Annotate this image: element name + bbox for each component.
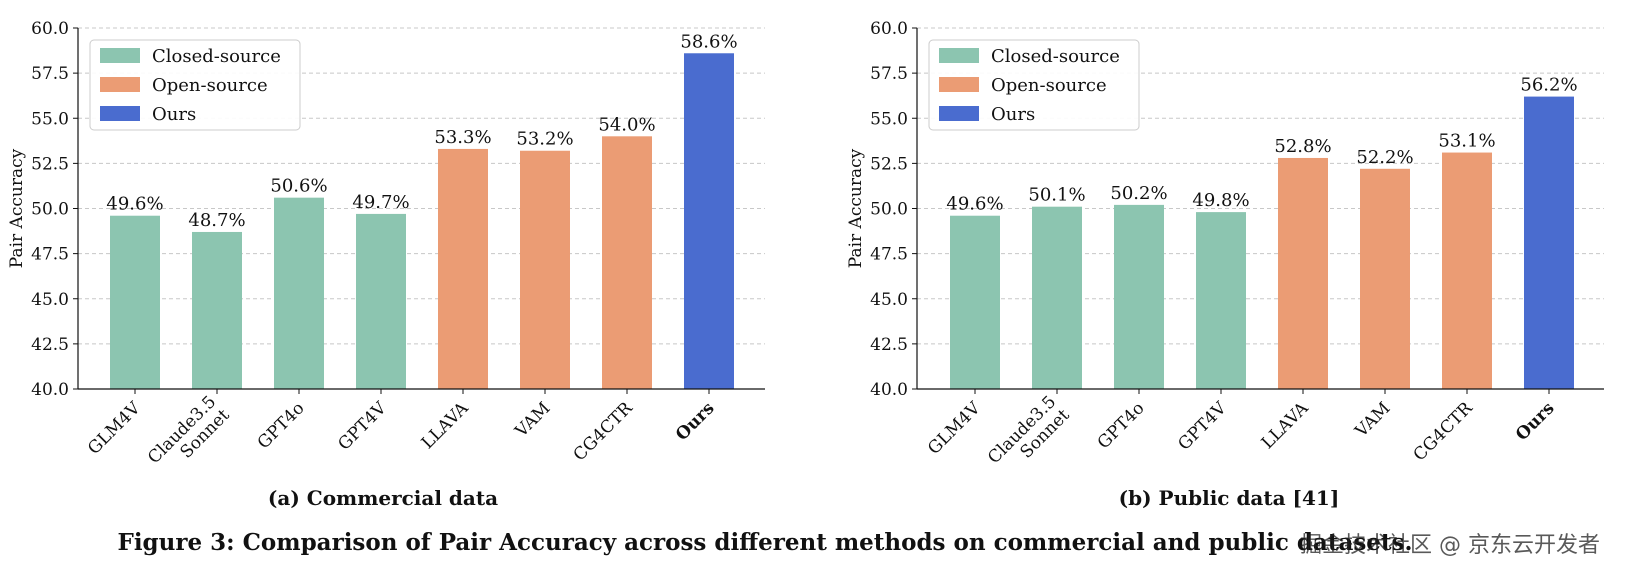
legend-swatch [100, 48, 140, 63]
x-tick-label: GPT4V [1174, 398, 1231, 455]
data-label: 52.2% [1356, 147, 1413, 168]
bar-glm4v [950, 215, 1000, 389]
y-axis-label: Pair Accuracy [7, 148, 27, 268]
bar-ours [1524, 96, 1574, 389]
data-label: 49.6% [946, 194, 1003, 215]
subfigure-title: (a) Commercial data [268, 486, 498, 510]
x-tick-label: GPT4o [254, 398, 309, 453]
x-tick-label: GPT4V [334, 398, 391, 455]
y-tick-label: 40.0 [31, 380, 69, 400]
data-label: 50.1% [1028, 185, 1085, 206]
y-tick-label: 57.5 [870, 64, 908, 84]
legend-label: Ours [152, 104, 196, 125]
y-tick-label: 52.5 [870, 154, 908, 174]
y-tick-label: 55.0 [870, 109, 908, 129]
y-tick-label: 47.5 [870, 245, 908, 265]
bar-glm4v [110, 215, 160, 389]
data-label: 52.8% [1274, 136, 1331, 157]
data-label: 49.8% [1192, 190, 1249, 211]
y-tick-label: 45.0 [870, 290, 908, 310]
y-tick-label: 40.0 [870, 380, 908, 400]
legend-label: Open-source [991, 75, 1107, 96]
legend-swatch [939, 77, 979, 92]
chart-commercial-data: 40.0 42.5 45.0 47.5 50.0 52.5 55.0 57.5 60.0 49.6… [7, 19, 765, 510]
data-label: 50.2% [1110, 183, 1167, 204]
bar-claude3-5-sonnet [192, 231, 242, 389]
bar-vam [520, 150, 570, 389]
bar-vam [1360, 168, 1410, 389]
y-tick-label: 57.5 [31, 64, 69, 84]
y-tick-label: 47.5 [31, 245, 69, 265]
bar-gpt4v [356, 213, 406, 389]
x-tick-label: CG4CTR [1410, 398, 1478, 466]
x-tick-label: GPT4o [1094, 398, 1149, 453]
legend-swatch [939, 106, 979, 121]
x-tick-label: Ours [672, 398, 718, 444]
bar-ours [684, 53, 734, 390]
data-label: 53.3% [434, 127, 491, 148]
y-axis-label: Pair Accuracy [846, 148, 866, 268]
x-tick-label: Claude3.5Sonnet [984, 392, 1074, 482]
data-label: 48.7% [188, 210, 245, 231]
y-tick-label: 50.0 [870, 200, 908, 220]
legend-label: Open-source [152, 75, 268, 96]
bar-gpt4o [274, 197, 324, 389]
x-tick-label: GLM4V [84, 398, 145, 459]
bar-cg4ctr [602, 136, 652, 389]
x-tick-label: Claude3.5Sonnet [144, 392, 234, 482]
data-label: 50.6% [270, 176, 327, 197]
bar-llava [1278, 157, 1328, 389]
y-tick-label: 55.0 [31, 109, 69, 129]
x-tick-label: GLM4V [924, 398, 985, 459]
x-tick-label: VAM [1351, 398, 1395, 442]
y-tick-label: 52.5 [31, 154, 69, 174]
x-tick-label: Ours [1512, 398, 1558, 444]
bar-gpt4o [1114, 204, 1164, 389]
legend-label: Closed-source [152, 46, 281, 67]
legend: Closed-source Open-source Ours [89, 39, 301, 131]
y-tick-label: 42.5 [870, 335, 908, 355]
bar-cg4ctr [1442, 152, 1492, 389]
data-label: 53.1% [1438, 131, 1495, 152]
legend-box [89, 39, 301, 131]
data-label: 56.2% [1520, 75, 1577, 96]
legend-box [928, 39, 1140, 131]
x-tick-label: LLAVA [418, 398, 473, 453]
legend-label: Closed-source [991, 46, 1120, 67]
chart-public-data: 40.0 42.5 45.0 47.5 50.0 52.5 55.0 57.5 60.0 49.6… [846, 19, 1604, 510]
legend-label: Ours [991, 104, 1035, 125]
x-tick-label: LLAVA [1258, 398, 1313, 453]
legend-swatch [939, 48, 979, 63]
data-label: 49.7% [352, 192, 409, 213]
x-tick-label: VAM [511, 398, 555, 442]
y-tick-label: 42.5 [31, 335, 69, 355]
data-label: 49.6% [106, 194, 163, 215]
y-tick-label: 60.0 [31, 19, 69, 39]
data-label: 58.6% [680, 31, 737, 52]
legend-swatch [100, 77, 140, 92]
bar-claude3-5-sonnet [1032, 206, 1082, 389]
legend-swatch [100, 106, 140, 121]
y-tick-label: 60.0 [870, 19, 908, 39]
subfigure-title: (b) Public data [41] [1119, 486, 1340, 510]
bar-llava [438, 148, 488, 389]
y-tick-label: 45.0 [31, 290, 69, 310]
x-tick-label: CG4CTR [570, 398, 638, 466]
data-label: 54.0% [598, 114, 655, 135]
legend: Closed-source Open-source Ours [928, 39, 1140, 131]
data-label: 53.2% [516, 129, 573, 150]
bar-gpt4v [1196, 212, 1246, 389]
watermark: 掘金技术社区 @ 京东云开发者 [1300, 533, 1600, 558]
y-tick-label: 50.0 [31, 200, 69, 220]
figure-caption: Figure 3: Comparison of Pair Accuracy ac… [117, 529, 1412, 556]
